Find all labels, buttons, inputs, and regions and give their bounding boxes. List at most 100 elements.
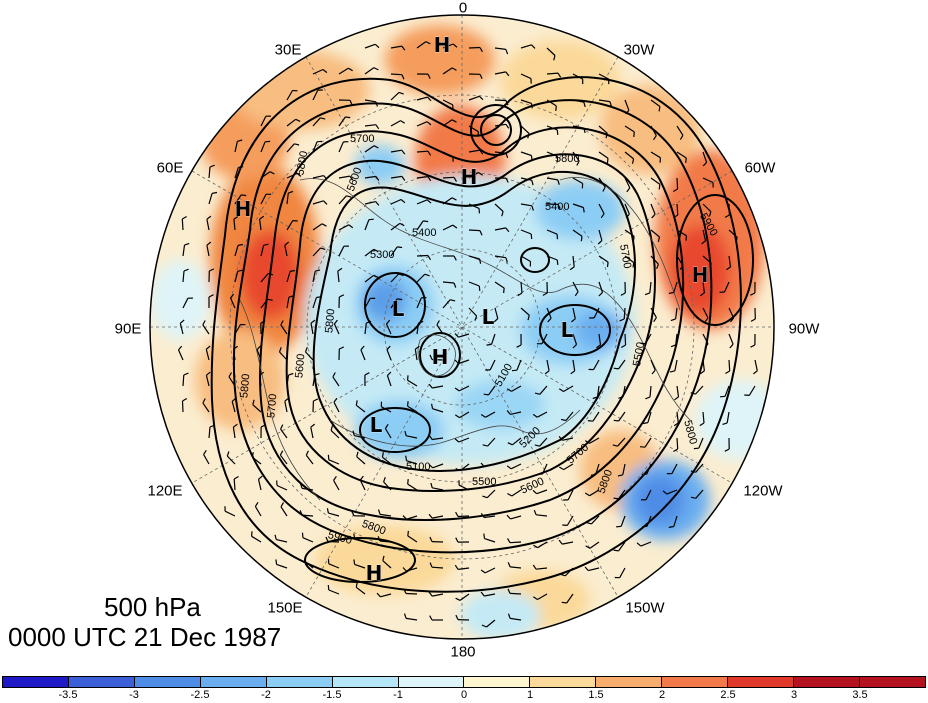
lon-label-60e: 60E (157, 160, 184, 177)
colorbar-segment (200, 677, 266, 687)
contour-label: 5700 (350, 133, 374, 145)
wind-barb-feather (607, 158, 608, 163)
wind-barb-feather (591, 475, 596, 476)
wind-barb-feather (557, 130, 558, 135)
wind-barb (432, 567, 443, 568)
wind-barb (183, 401, 184, 412)
contour-label: 5400 (412, 227, 436, 239)
wind-barb-feather (504, 288, 505, 293)
lon-label-150w: 150W (625, 600, 664, 617)
colorbar-tick-label: 0 (461, 689, 467, 701)
lon-label-150e: 150E (267, 600, 302, 617)
wind-barb (391, 74, 402, 75)
lon-label-120e: 120E (147, 483, 182, 500)
wind-barb-feather (659, 184, 660, 189)
lon-label-180: 180 (450, 644, 475, 661)
colorbar-segment (595, 677, 661, 687)
lon-label-30e: 30E (275, 42, 302, 59)
high-center: H (434, 33, 451, 57)
lon-label-120w: 120W (743, 483, 782, 500)
wind-barb-feather (659, 107, 660, 112)
high-center: H (461, 165, 478, 189)
wind-barb-feather (562, 602, 567, 603)
colorbar-segment (3, 677, 68, 687)
contour-label: 5500 (472, 476, 496, 488)
wind-barb-feather (556, 106, 557, 111)
wind-barb-feather (642, 526, 647, 527)
wind-barb (182, 219, 183, 230)
colorbar-tick-label: 3 (791, 689, 797, 701)
colorbar-tick-label: 1.5 (588, 689, 603, 701)
colorbar-tick-label: -2.5 (191, 689, 210, 701)
wind-barb-feather (328, 585, 329, 590)
colorbar-segment (529, 677, 595, 687)
wind-barb-feather (406, 456, 407, 461)
wind-barb-feather (531, 234, 532, 239)
contour-label: 5400 (545, 201, 569, 213)
wind-barb (469, 230, 480, 231)
wind-barb-feather (354, 534, 355, 539)
contour-label: 5100 (406, 461, 430, 473)
low-center: L (482, 305, 495, 329)
wind-barb-feather (408, 531, 409, 536)
wind-barb-feather (583, 208, 584, 213)
wind-barb-feather (720, 396, 725, 397)
contour-label: 5600 (293, 353, 307, 378)
wind-barb-feather (614, 368, 619, 369)
wind-barb (510, 542, 521, 543)
wind-barb-feather (634, 132, 635, 137)
colorbar (2, 676, 926, 688)
contour-label: 5800 (238, 373, 252, 398)
wind-barb-feather (531, 156, 532, 161)
colorbar-segment (727, 677, 793, 687)
wind-barb-feather (408, 479, 409, 484)
wind-barb-feather (369, 219, 374, 220)
high-center: H (235, 197, 252, 221)
high-center: H (692, 263, 709, 287)
lon-label-0: 0 (459, 0, 467, 17)
wind-barb-feather (581, 236, 582, 241)
contour-label: 5300 (370, 249, 394, 261)
colorbar-segment (661, 677, 727, 687)
lon-label-30w: 30W (624, 42, 655, 59)
lon-label-90e: 90E (115, 321, 142, 338)
colorbar-tick-label: -3 (129, 689, 139, 701)
wind-barb-feather (397, 247, 402, 248)
wind-barb-feather (614, 420, 619, 421)
colorbar-tick-label: -3.5 (59, 689, 78, 701)
wind-barb-feather (640, 447, 645, 448)
wind-barb-feather (608, 262, 609, 267)
wind-barb-feather (634, 236, 635, 241)
wind-barb-feather (484, 394, 489, 395)
wind-barb-feather (557, 260, 558, 265)
colorbar-segment (793, 677, 859, 687)
wind-barb-feather (316, 297, 321, 298)
wind-barb-feather (686, 158, 687, 163)
anomaly-field (150, 15, 785, 640)
wind-barb-feather (479, 286, 480, 291)
colorbar-tick-label: 3.5 (852, 689, 867, 701)
low-center: L (392, 297, 405, 321)
wind-barb-feather (616, 526, 621, 527)
contour-label: 5700 (265, 393, 279, 418)
wind-barb (624, 308, 625, 319)
wind-barb (458, 516, 469, 517)
colorbar-segment (398, 677, 464, 687)
wind-barb (234, 479, 235, 490)
colorbar-segment (68, 677, 134, 687)
level-title: 500 hPa (104, 592, 201, 623)
wind-barb-feather (238, 167, 243, 168)
lon-label-90w: 90W (789, 321, 820, 338)
colorbar-tick-label: 2 (659, 689, 665, 701)
wind-barb-feather (241, 195, 246, 196)
low-center: L (370, 413, 383, 437)
wind-barb (677, 438, 678, 449)
contour-label: 5800 (323, 308, 337, 333)
wind-barb (677, 204, 678, 215)
wind-barb-feather (276, 559, 277, 564)
wind-barb (677, 178, 678, 189)
wind-barb (495, 100, 506, 101)
colorbar-tick-label: -2 (261, 689, 271, 701)
wind-barb-feather (532, 103, 533, 108)
